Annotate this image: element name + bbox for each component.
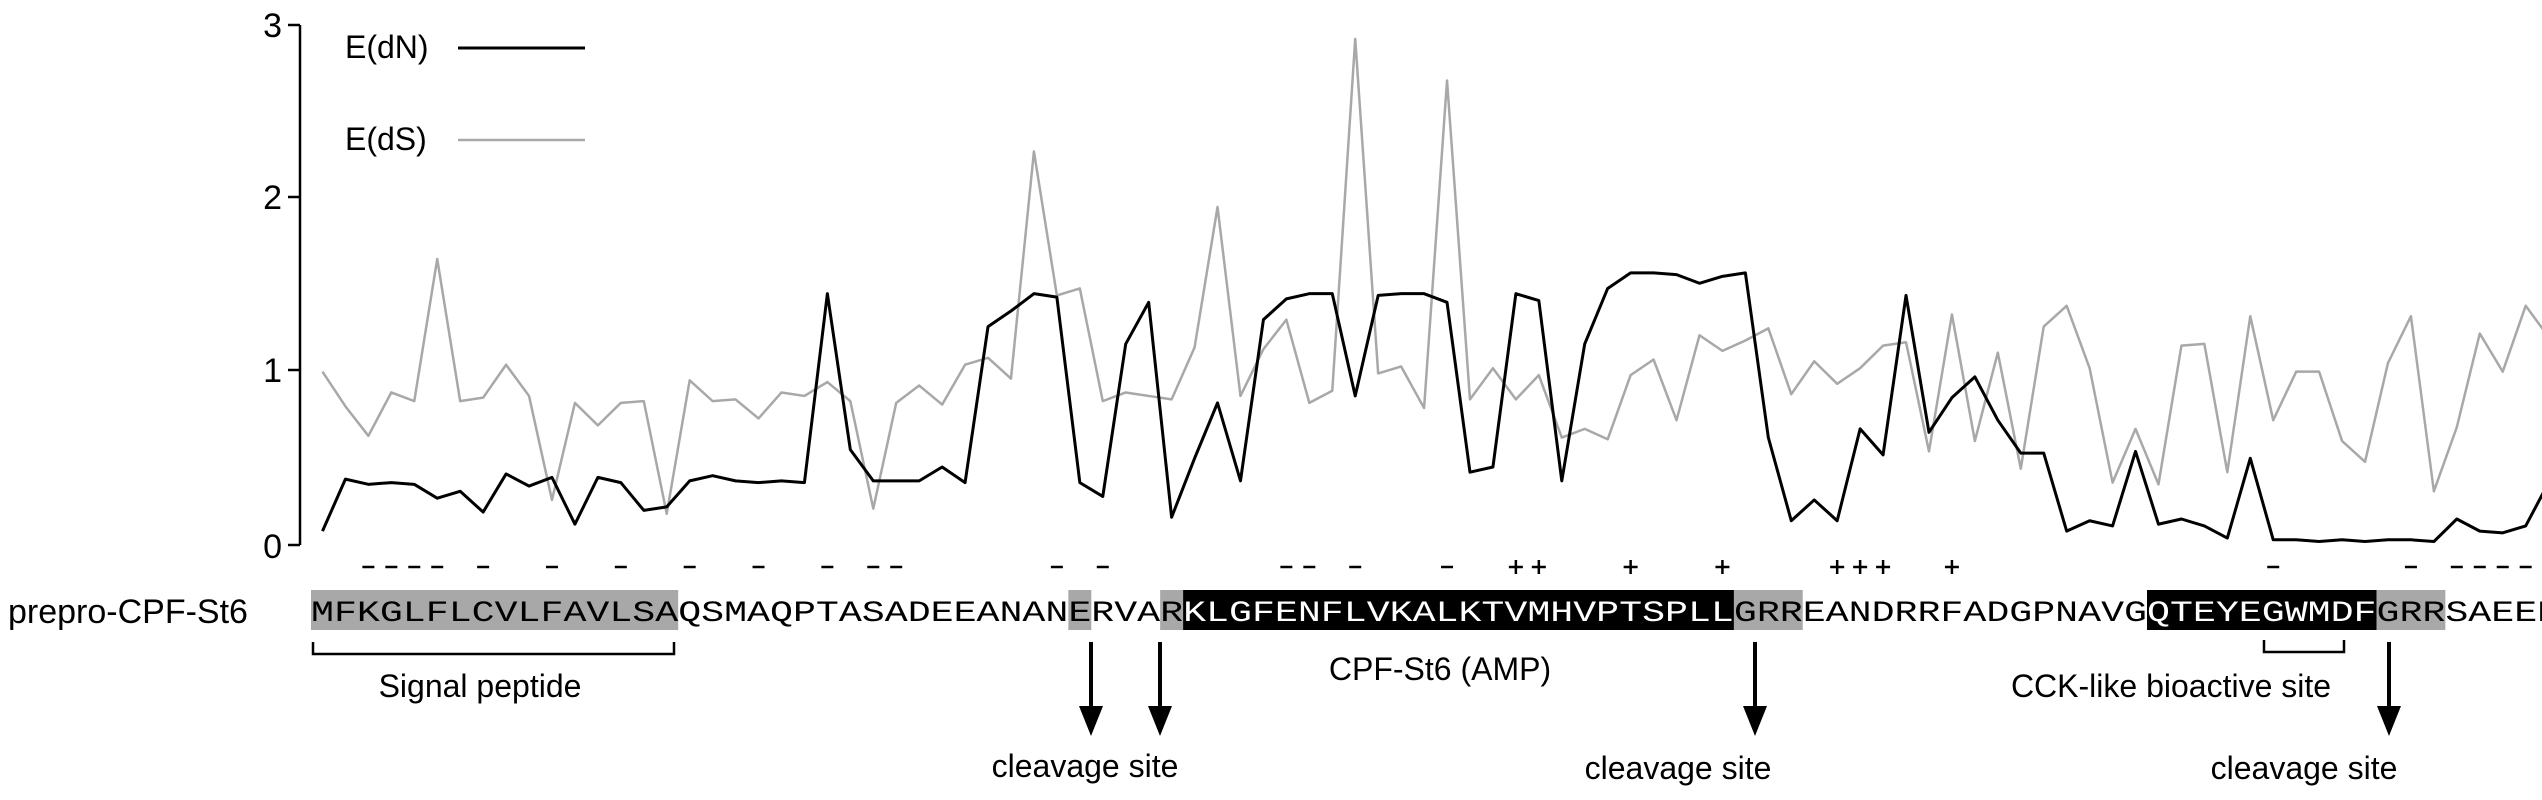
- series-line-dn: [321, 271, 2542, 544]
- charge-mark-plus: [1715, 560, 1730, 574]
- cck-bracket: CCK-like bioactive site: [2011, 640, 2346, 704]
- sequence-black-box: [2147, 590, 2377, 630]
- charge-mark-plus: [1623, 560, 1638, 574]
- charge-mark-plus: [1853, 560, 1868, 574]
- cleavage-arrow-1-head: [1079, 706, 1103, 736]
- y-axis: 0 1 2 3: [263, 7, 302, 566]
- charge-mark-plus: [1531, 560, 1546, 574]
- cleavage-arrow-4-head: [2377, 706, 2401, 736]
- y-tick-label-3: 3: [263, 7, 282, 45]
- charge-marks: [362, 560, 2532, 574]
- cleavage-label-1: cleavage site: [992, 748, 1179, 784]
- sequence-black-box: [1183, 590, 1734, 630]
- sequence-name: prepro-CPF-St6: [8, 593, 248, 631]
- cleavage-arrow-2: [1148, 642, 1172, 736]
- cck-label: CCK-like bioactive site: [2011, 668, 2331, 704]
- sequence-gray-box: [1733, 590, 1803, 630]
- series-line-ds: [321, 37, 2542, 516]
- cleavage-arrow-3-head: [1743, 706, 1767, 736]
- charge-mark-plus: [1508, 560, 1523, 574]
- sequence-gray-box: [311, 590, 679, 630]
- charge-mark-plus: [1830, 560, 1845, 574]
- cleavage-arrow-3: [1743, 642, 1767, 736]
- sequence-gray-box: [1160, 590, 1184, 630]
- charge-mark-plus: [1944, 560, 1959, 574]
- legend-label-ds: E(dS): [345, 121, 427, 157]
- cleavage-arrow-2-head: [1148, 706, 1172, 736]
- y-tick-label-2: 2: [263, 179, 282, 217]
- cleavage-label-2: cleavage site: [1585, 750, 1772, 786]
- sequence-highlight-boxes: [311, 590, 2446, 630]
- charge-mark-plus: [1876, 560, 1891, 574]
- sequence-gray-box: [1068, 590, 1092, 630]
- y-tick-label-0: 0: [263, 528, 282, 566]
- legend-label-dn: E(dN): [345, 29, 429, 65]
- cleavage-arrow-1: [1079, 642, 1103, 736]
- amp-label: CPF-St6 (AMP): [1329, 651, 1551, 687]
- signal-peptide-bracket: Signal peptide: [311, 642, 676, 704]
- sequence-gray-box: [2376, 590, 2446, 630]
- signal-peptide-label: Signal peptide: [379, 668, 582, 704]
- legend: E(dN) E(dS): [345, 29, 585, 157]
- cleavage-arrow-4: [2377, 642, 2401, 736]
- signal-peptide-bracket-line: [311, 642, 676, 656]
- sequence-residues: MFKGLFLCVLFAVLSAQSMAQPTASADEEANANERVARKL…: [311, 597, 2542, 631]
- y-tick-label-1: 1: [263, 352, 282, 390]
- cck-bracket-line: [2262, 640, 2346, 654]
- cleavage-label-3: cleavage site: [2211, 750, 2398, 786]
